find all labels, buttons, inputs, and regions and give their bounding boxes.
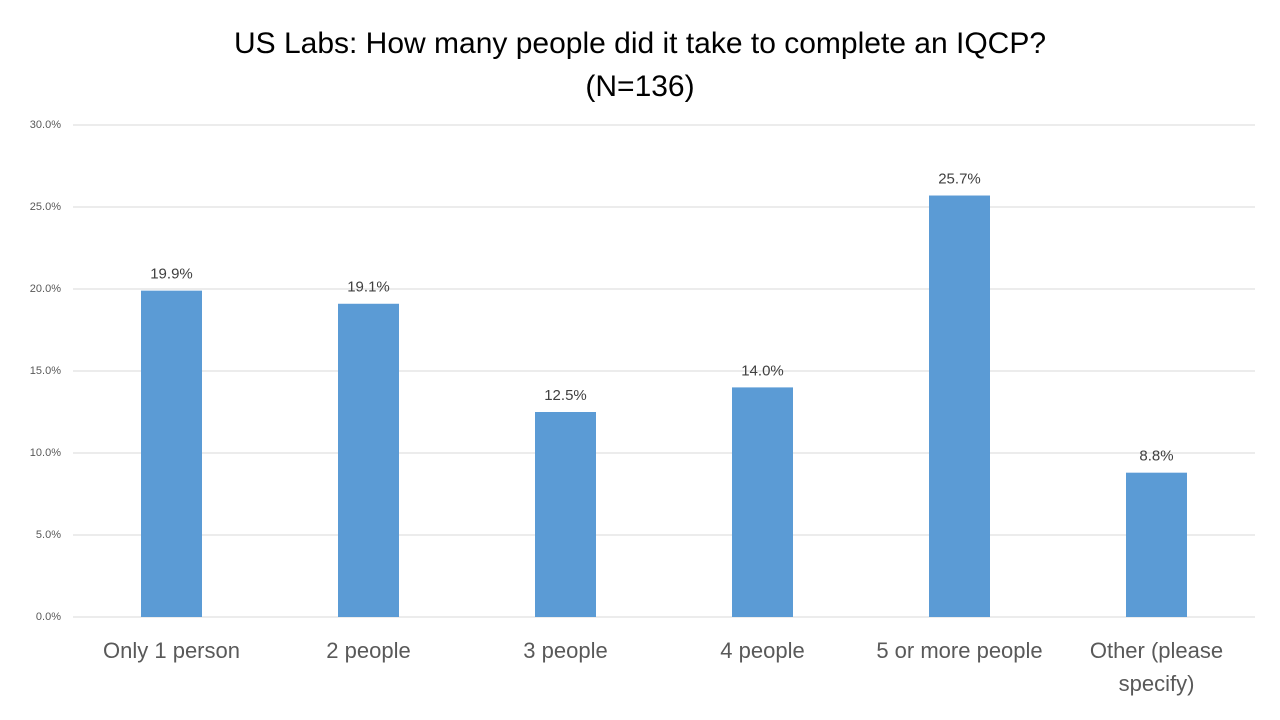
y-tick-label: 20.0% <box>30 283 61 295</box>
value-label: 12.5% <box>544 387 587 404</box>
value-label: 25.7% <box>938 170 981 187</box>
x-tick-label: 5 or more people <box>876 638 1043 663</box>
y-tick-label: 30.0% <box>30 119 61 131</box>
bar <box>141 290 202 617</box>
bar <box>535 412 596 617</box>
y-tick-label: 15.0% <box>30 365 61 377</box>
bar <box>1126 472 1187 617</box>
bar <box>929 195 990 617</box>
bar <box>732 387 793 617</box>
chart-subtitle: (N=136) <box>585 70 694 103</box>
x-tick-label: 4 people <box>720 638 805 663</box>
y-tick-label: 25.0% <box>30 201 61 213</box>
value-label: 19.9% <box>150 266 193 283</box>
chart-title: US Labs: How many people did it take to … <box>234 27 1046 60</box>
x-tick-label: Only 1 person <box>103 638 240 663</box>
y-tick-label: 0.0% <box>36 611 61 623</box>
y-tick-label: 5.0% <box>36 529 61 541</box>
bar <box>338 303 399 617</box>
y-tick-label: 10.0% <box>30 447 61 459</box>
x-tick-label: 3 people <box>523 638 608 663</box>
x-tick-label: Other (please specify) <box>1089 638 1224 696</box>
value-label: 19.1% <box>347 279 390 296</box>
x-tick-label: 2 people <box>326 638 411 663</box>
value-label: 8.8% <box>1139 448 1173 465</box>
value-label: 14.0% <box>741 362 784 379</box>
